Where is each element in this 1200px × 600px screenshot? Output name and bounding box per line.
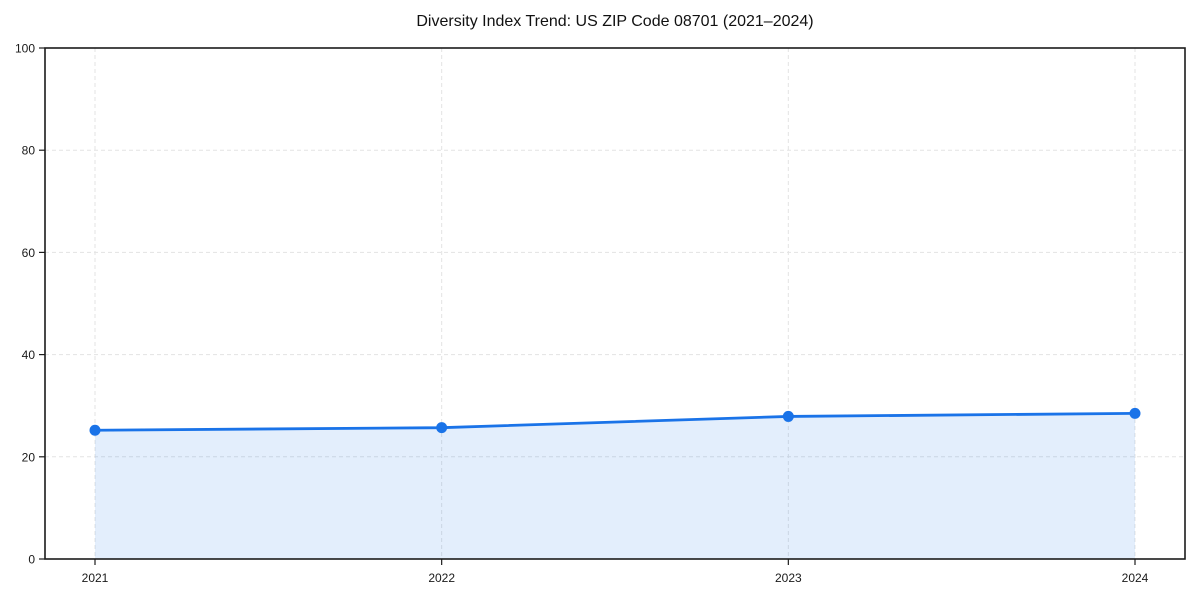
axis-ticks	[39, 47, 1136, 565]
y-axis-tick-label: 0	[28, 553, 35, 567]
y-axis-tick-label: 20	[22, 450, 36, 464]
grid-lines	[45, 48, 1185, 559]
y-axis-tick-label: 40	[22, 348, 36, 362]
axis-tick-labels: 0 20 40 60 80 100 2021 2022 2023 2024	[15, 42, 1149, 586]
x-axis-tick-label: 2024	[1122, 571, 1149, 585]
chart-title: Diversity Index Trend: US ZIP Code 08701…	[416, 13, 814, 30]
data-point-markers	[89, 407, 1141, 436]
x-axis-tick-label: 2023	[775, 571, 802, 585]
y-axis-tick-label: 100	[15, 42, 35, 56]
data-point-marker	[1129, 407, 1141, 419]
data-point-marker	[436, 422, 448, 434]
data-point-marker	[782, 410, 794, 422]
data-point-marker	[89, 424, 101, 436]
x-axis-tick-label: 2021	[82, 571, 109, 585]
series-line	[93, 411, 1137, 432]
y-axis-tick-label: 60	[22, 246, 36, 260]
area-fill	[95, 413, 1135, 559]
x-axis-tick-label: 2022	[428, 571, 455, 585]
y-axis-tick-label: 80	[22, 144, 36, 158]
plot-border	[44, 47, 1186, 560]
